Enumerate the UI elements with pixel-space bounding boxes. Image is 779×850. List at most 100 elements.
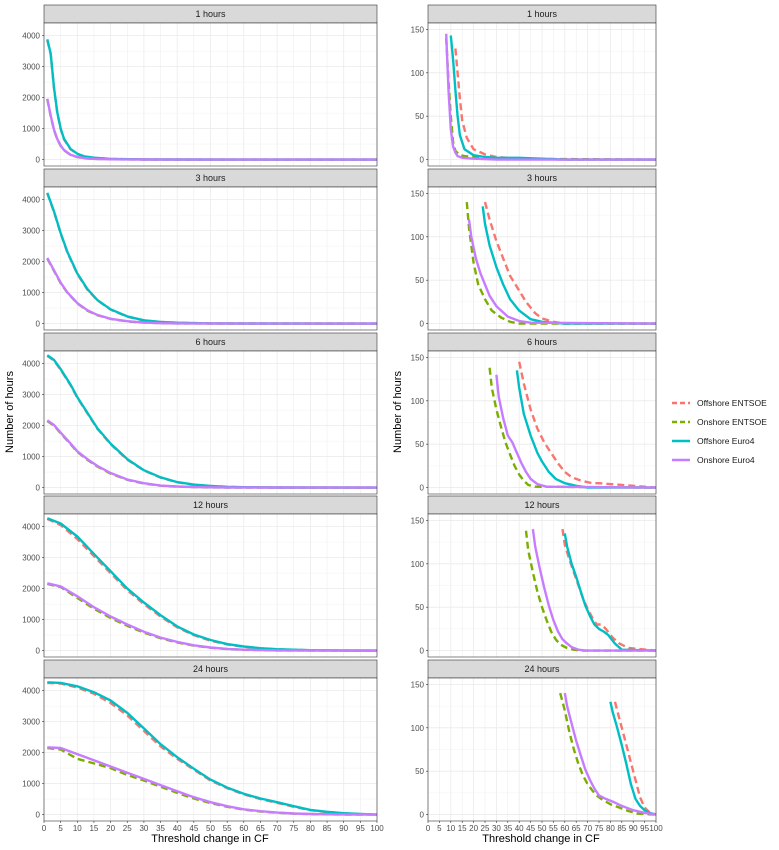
panel-border [427,513,657,658]
y-tick-label: 0 [36,647,41,656]
series-line-onshore-euro4 [46,98,377,161]
y-tick-label: 1000 [22,125,40,134]
facet-strip-label: 24 hours [193,664,229,674]
x-tick-label: 55 [223,824,232,833]
y-tick-label: 100 [411,233,425,242]
x-tick-label: 80 [306,824,315,833]
y-tick-label: 150 [411,516,425,525]
x-tick-label: 50 [206,824,215,833]
y-tick-label: 3000 [22,391,40,400]
panel-border [43,186,378,331]
y-tick-label: 50 [415,767,424,776]
panel-left-2: 6 hours 0 1000 2000 3000 4000 [22,332,378,495]
x-axis-title-left: Threshold change in CF [151,833,269,845]
legend-label: Offshore ENTSOE [697,398,767,408]
y-tick-label: 50 [415,112,424,121]
x-tick-label: 65 [572,824,581,833]
x-tick-label: 40 [515,824,524,833]
y-tick-label: 150 [411,25,425,34]
x-tick-label: 100 [370,824,384,833]
y-axis-title-left: Number of hours [4,371,16,453]
y-tick-label: 1000 [22,780,40,789]
x-tick-label: 25 [123,824,132,833]
x-tick-label: 60 [239,824,248,833]
panel-right-0: 1 hours 0 50 100 150 [411,4,657,167]
panel-left-0: 1 hours 0 1000 2000 3000 4000 [22,4,378,167]
series-line-onshore-euro4 [46,257,377,325]
y-tick-label: 50 [415,276,424,285]
y-tick-label: 1000 [22,289,40,298]
panel-border [43,350,378,495]
x-tick-label: 70 [273,824,282,833]
x-tick-label: 5 [58,824,63,833]
x-tick-label: 55 [549,824,558,833]
x-tick-label: 75 [595,824,604,833]
y-tick-label: 150 [411,680,425,689]
x-tick-label: 70 [583,824,592,833]
series-line-offshore-euro4 [47,681,378,816]
x-tick-label: 50 [538,824,547,833]
x-tick-label: 95 [640,824,649,833]
x-tick-label: 15 [458,824,467,833]
y-tick-label: 4000 [22,687,40,696]
y-tick-label: 4000 [22,523,40,532]
y-tick-label: 100 [411,724,425,733]
y-tick-label: 150 [411,353,425,362]
y-tick-label: 50 [415,603,424,612]
panel-right-2: 6 hours 0 50 100 150 [411,332,657,495]
facet-strip-label: 1 hours [195,9,226,19]
x-tick-label: 0 [42,824,47,833]
x-tick-label: 85 [617,824,626,833]
y-tick-label: 2000 [22,749,40,758]
y-tick-label: 2000 [22,585,40,594]
y-tick-label: 3000 [22,554,40,563]
x-tick-label: 20 [469,824,478,833]
y-tick-label: 1000 [22,453,40,462]
y-tick-label: 0 [420,647,425,656]
y-tick-label: 100 [411,69,425,78]
facet-strip-label: 3 hours [527,173,558,183]
facet-strip-label: 12 hours [524,500,560,510]
y-tick-label: 100 [411,397,425,406]
y-tick-label: 3000 [22,718,40,727]
facet-strip-label: 6 hours [195,337,226,347]
facet-strip-label: 3 hours [195,173,226,183]
x-tick-label: 90 [629,824,638,833]
panel-border [43,22,378,167]
y-tick-label: 4000 [22,360,40,369]
x-tick-label: 45 [526,824,535,833]
series-line-onshore-entsoe [524,530,656,652]
panel-border [427,350,657,495]
x-tick-label: 15 [89,824,98,833]
facet-strip-label: 24 hours [524,664,560,674]
panel-border [427,22,657,167]
x-tick-label: 45 [189,824,198,833]
x-tick-label: 75 [289,824,298,833]
x-tick-label: 80 [606,824,615,833]
y-tick-label: 0 [36,156,41,165]
series-line-onshore-euro4 [46,419,378,489]
x-tick-label: 65 [256,824,265,833]
x-tick-label: 0 [426,824,431,833]
x-tick-label: 30 [139,824,148,833]
facet-strip-label: 6 hours [527,337,558,347]
y-tick-label: 0 [420,811,425,820]
y-tick-label: 0 [36,320,41,329]
series-line-onshore-entsoe [559,692,657,816]
y-tick-label: 2000 [22,422,40,431]
y-tick-label: 0 [420,320,425,329]
x-tick-label: 20 [106,824,115,833]
series-line-onshore-euro4 [563,692,657,816]
x-tick-label: 5 [437,824,442,833]
legend-label: Offshore Euro4 [697,436,755,446]
y-tick-label: 1000 [22,616,40,625]
series-line-onshore-euro4 [47,746,378,816]
x-tick-label: 100 [649,824,663,833]
series-line-offshore-euro4 [563,533,657,652]
y-axis-title-right: Number of hours [392,371,404,453]
x-tick-label: 40 [173,824,182,833]
series-line-onshore-entsoe [488,367,657,489]
